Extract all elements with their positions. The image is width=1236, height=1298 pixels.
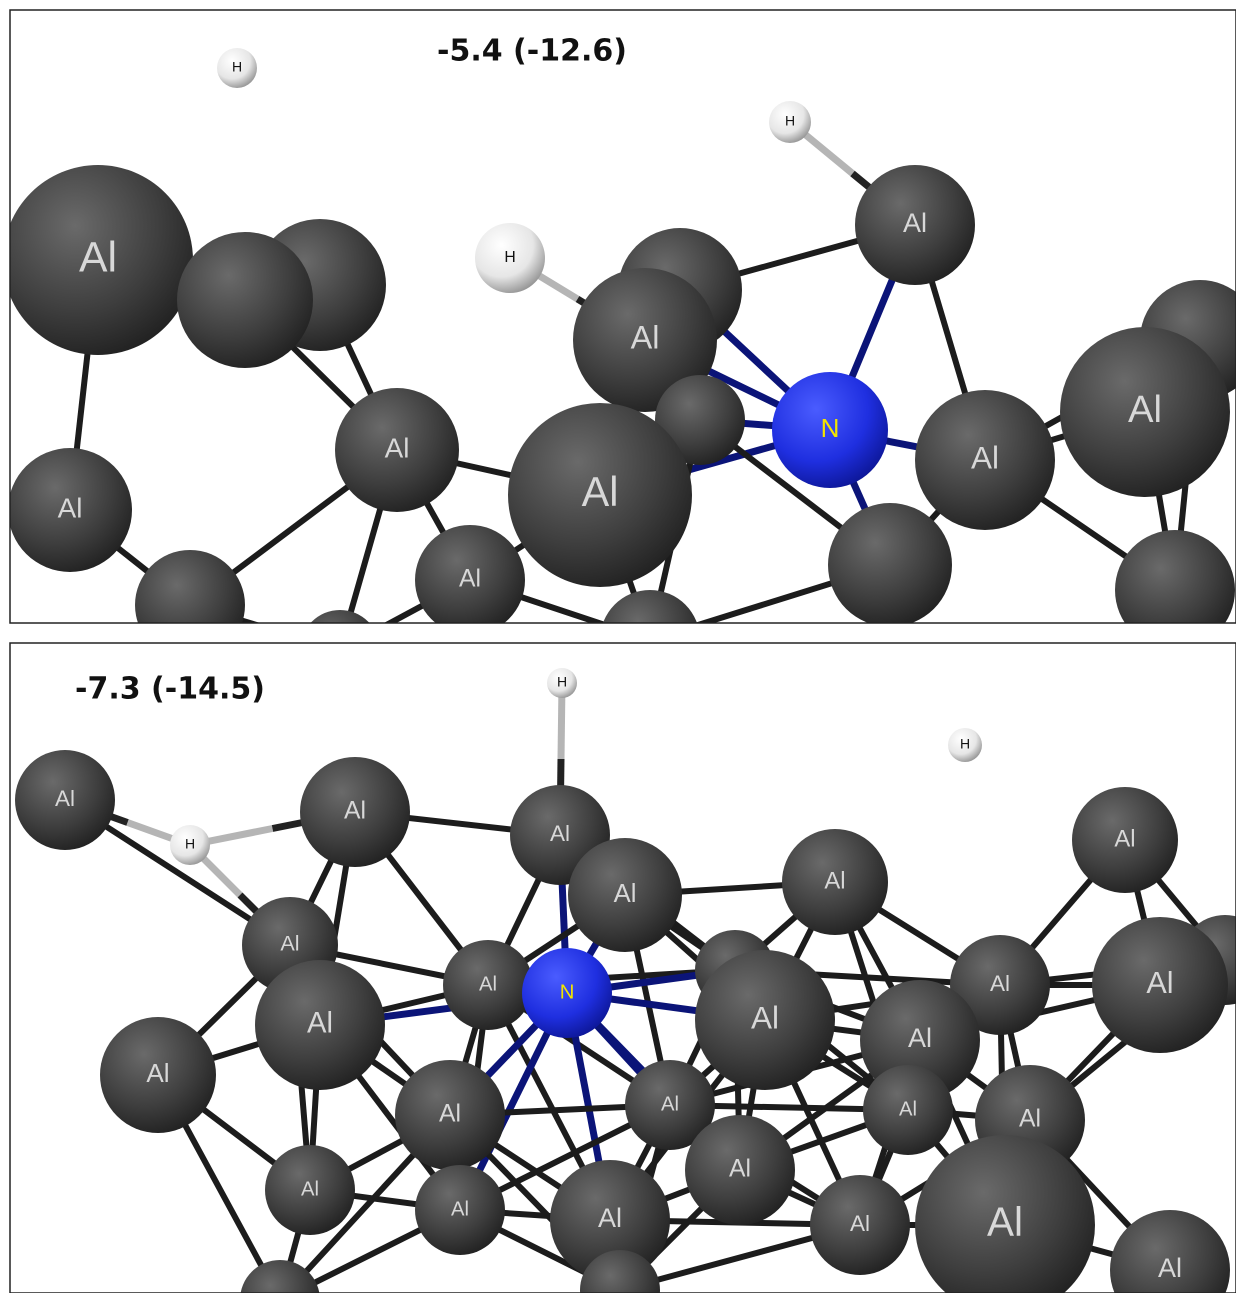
energy-label: -7.3 (-14.5) <box>75 672 265 707</box>
panel: H H Al H Al Al Al N Al Al Al Al Al <box>3 48 1236 690</box>
atom-label: N <box>821 413 840 443</box>
atom-label: H <box>504 249 515 266</box>
atom-label: Al <box>307 1008 333 1040</box>
atom-label: Al <box>824 867 845 894</box>
atom-label: Al <box>990 971 1010 996</box>
atom-label: H <box>785 113 795 129</box>
atom <box>1115 530 1235 650</box>
atom-label: H <box>557 674 567 690</box>
atom-label: H <box>960 736 970 752</box>
atom-label: Al <box>79 233 117 281</box>
atom-label: Al <box>598 1203 622 1233</box>
atom-label: Al <box>903 208 927 238</box>
atom-label: Al <box>280 931 299 956</box>
atom <box>240 1260 320 1293</box>
atom-label: H <box>232 59 242 75</box>
atom-label: Al <box>1019 1106 1041 1133</box>
atom-label: Al <box>58 492 83 523</box>
atom-label: Al <box>908 1023 932 1053</box>
atom-label: Al <box>971 439 999 475</box>
atom-label: Al <box>631 320 660 356</box>
atom-label: Al <box>987 1199 1023 1245</box>
atom-label: Al <box>661 1093 679 1115</box>
atom-label: Al <box>1158 1253 1182 1283</box>
atom-label: Al <box>344 798 366 825</box>
energy-label: -5.4 (-12.6) <box>437 34 627 69</box>
atom-label: Al <box>385 432 410 463</box>
atom-label: Al <box>301 1178 319 1200</box>
scene: H H Al H Al Al Al N Al Al Al Al Al -5.4 (-12.6) H H Al Al… <box>0 0 1236 1293</box>
atom <box>177 232 313 368</box>
atom-label: Al <box>614 880 637 908</box>
atom-label: Al <box>55 786 75 811</box>
atom <box>600 590 700 690</box>
atom-label: Al <box>729 1156 751 1183</box>
atom-label: Al <box>850 1211 870 1236</box>
atom-label: Al <box>439 1101 461 1128</box>
atom-label: Al <box>1146 966 1173 1000</box>
atom-label: H <box>185 836 195 852</box>
atom-label: Al <box>459 566 481 593</box>
atom-label: Al <box>550 821 570 846</box>
atom-label: Al <box>582 469 619 515</box>
atom-label: N <box>560 981 575 1003</box>
atom-label: Al <box>899 1098 917 1120</box>
atom <box>828 503 952 627</box>
atom-label: Al <box>451 1198 469 1220</box>
atom-label: Al <box>479 973 497 995</box>
atom-label: Al <box>1114 825 1135 852</box>
atom-label: Al <box>1128 388 1162 431</box>
panel: H H Al Al Al Al H Al Al Al Al Al Al N Al Al Al Al Al Al Al Al… <box>15 668 1236 1293</box>
atom-label: Al <box>751 999 779 1035</box>
atom <box>300 610 380 690</box>
atom-label: Al <box>146 1058 169 1088</box>
page: H H Al H Al Al Al N Al Al Al Al Al -5.4 (-12.6) H H Al Al… <box>0 0 1236 1293</box>
